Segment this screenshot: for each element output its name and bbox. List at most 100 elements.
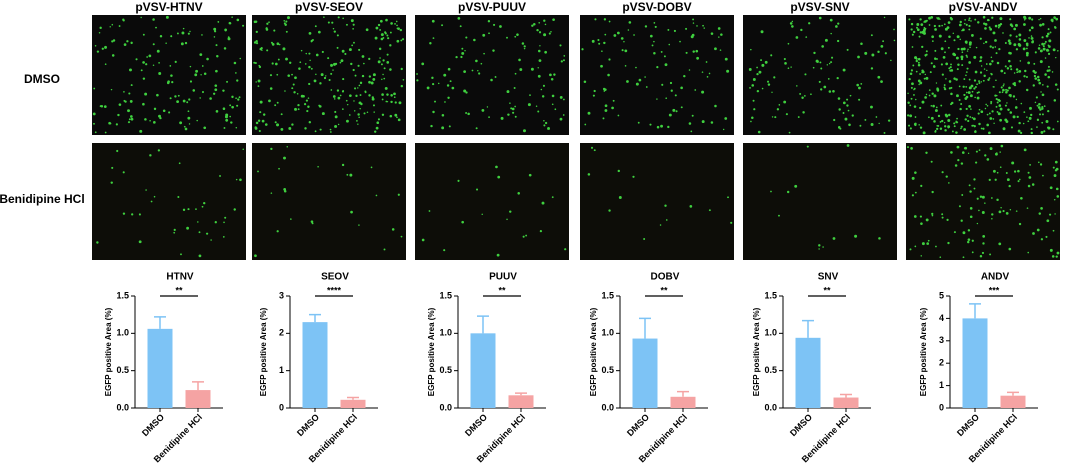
cell-dot bbox=[962, 231, 966, 235]
cell-dot bbox=[231, 16, 233, 18]
cell-dot bbox=[613, 34, 617, 37]
cell-dot bbox=[1007, 108, 1010, 111]
cell-dot bbox=[253, 41, 257, 44]
cell-dot bbox=[165, 15, 169, 19]
cell-dot bbox=[758, 70, 762, 74]
cell-dot bbox=[989, 147, 993, 151]
cell-dot bbox=[481, 108, 485, 112]
cell-dot bbox=[292, 83, 295, 86]
cell-dot bbox=[506, 218, 508, 221]
cell-dot bbox=[1056, 251, 1060, 255]
cell-dot bbox=[1029, 163, 1032, 166]
cell-dot bbox=[969, 94, 973, 98]
bar bbox=[185, 390, 211, 408]
cell-dot bbox=[377, 118, 380, 121]
cell-dot bbox=[1000, 207, 1002, 209]
cell-dot bbox=[924, 73, 927, 76]
cell-dot bbox=[826, 64, 829, 66]
cell-dot bbox=[239, 178, 242, 182]
cell-dot bbox=[222, 89, 225, 92]
cell-dot bbox=[350, 210, 353, 214]
y-tick-label: 3 bbox=[939, 335, 944, 345]
cell-dot bbox=[939, 127, 943, 131]
cell-dot bbox=[970, 108, 972, 110]
error-bar bbox=[802, 319, 814, 338]
cell-dot bbox=[116, 149, 119, 153]
cell-dot bbox=[268, 21, 270, 24]
cell-dot bbox=[996, 98, 999, 101]
cell-dot bbox=[908, 18, 911, 21]
cell-dot bbox=[223, 221, 225, 224]
y-tick-label: 1.5 bbox=[116, 290, 129, 300]
cell-dot bbox=[919, 73, 921, 75]
cell-dot bbox=[465, 111, 468, 114]
cell-dot bbox=[259, 111, 262, 114]
cell-dot bbox=[858, 86, 861, 90]
cell-dot bbox=[294, 107, 297, 111]
cell-dot bbox=[706, 76, 709, 78]
cell-dot bbox=[168, 111, 171, 114]
cell-dot bbox=[536, 28, 539, 32]
cell-dot bbox=[543, 119, 545, 122]
cell-dot bbox=[346, 173, 349, 176]
cell-dot bbox=[333, 62, 336, 66]
cell-dot bbox=[385, 100, 388, 103]
cell-dot bbox=[1011, 161, 1015, 165]
cell-dot bbox=[587, 173, 591, 176]
cell-dot bbox=[1013, 72, 1016, 74]
cell-dot bbox=[253, 61, 256, 64]
cell-dot bbox=[260, 47, 263, 50]
cell-dot bbox=[269, 87, 273, 90]
cell-dot bbox=[685, 51, 688, 54]
cell-dot bbox=[150, 200, 153, 203]
cell-dot bbox=[965, 85, 968, 88]
cell-dot bbox=[978, 209, 980, 212]
cell-dot bbox=[307, 97, 310, 99]
cell-dot bbox=[389, 114, 393, 118]
cell-dot bbox=[917, 57, 921, 61]
cell-dot bbox=[399, 28, 403, 32]
cell-dot bbox=[201, 205, 204, 208]
cell-dot bbox=[761, 87, 764, 90]
cell-dot bbox=[1005, 90, 1008, 94]
cell-dot bbox=[1030, 113, 1033, 117]
cell-dot bbox=[337, 16, 340, 19]
cell-dot bbox=[688, 69, 691, 71]
cell-dot bbox=[949, 66, 952, 69]
cell-dot bbox=[465, 91, 468, 94]
micrograph bbox=[92, 15, 246, 135]
cell-dot bbox=[255, 81, 257, 83]
cell-dot bbox=[1039, 17, 1042, 20]
cell-dot bbox=[674, 94, 677, 97]
cell-dot bbox=[979, 195, 983, 198]
cell-dot bbox=[989, 117, 993, 120]
cell-dot bbox=[934, 57, 937, 60]
cell-dot bbox=[940, 63, 943, 66]
cell-dot bbox=[257, 119, 261, 122]
cell-dot bbox=[989, 62, 992, 66]
cell-dot bbox=[374, 36, 378, 40]
cell-dot bbox=[334, 115, 338, 119]
cell-dot bbox=[974, 96, 976, 99]
cell-dot bbox=[1020, 102, 1023, 105]
cell-dot bbox=[931, 214, 934, 217]
cell-dot bbox=[971, 239, 974, 242]
cell-dot bbox=[189, 30, 191, 33]
cell-dot bbox=[1039, 113, 1042, 116]
cell-dot bbox=[696, 25, 698, 27]
cell-dot bbox=[363, 112, 366, 115]
cell-dot bbox=[945, 62, 949, 66]
cell-dot bbox=[816, 60, 819, 63]
cell-dot bbox=[1056, 120, 1059, 123]
cell-dot bbox=[955, 120, 957, 123]
cell-dot bbox=[983, 22, 986, 25]
cell-dot bbox=[961, 151, 965, 154]
cell-dot bbox=[943, 87, 947, 91]
cell-dot bbox=[956, 145, 960, 149]
cell-dot bbox=[354, 87, 357, 90]
cell-dot bbox=[277, 58, 280, 61]
cell-dot bbox=[1025, 75, 1028, 78]
cell-dot bbox=[278, 43, 281, 46]
cell-dot bbox=[111, 166, 114, 169]
